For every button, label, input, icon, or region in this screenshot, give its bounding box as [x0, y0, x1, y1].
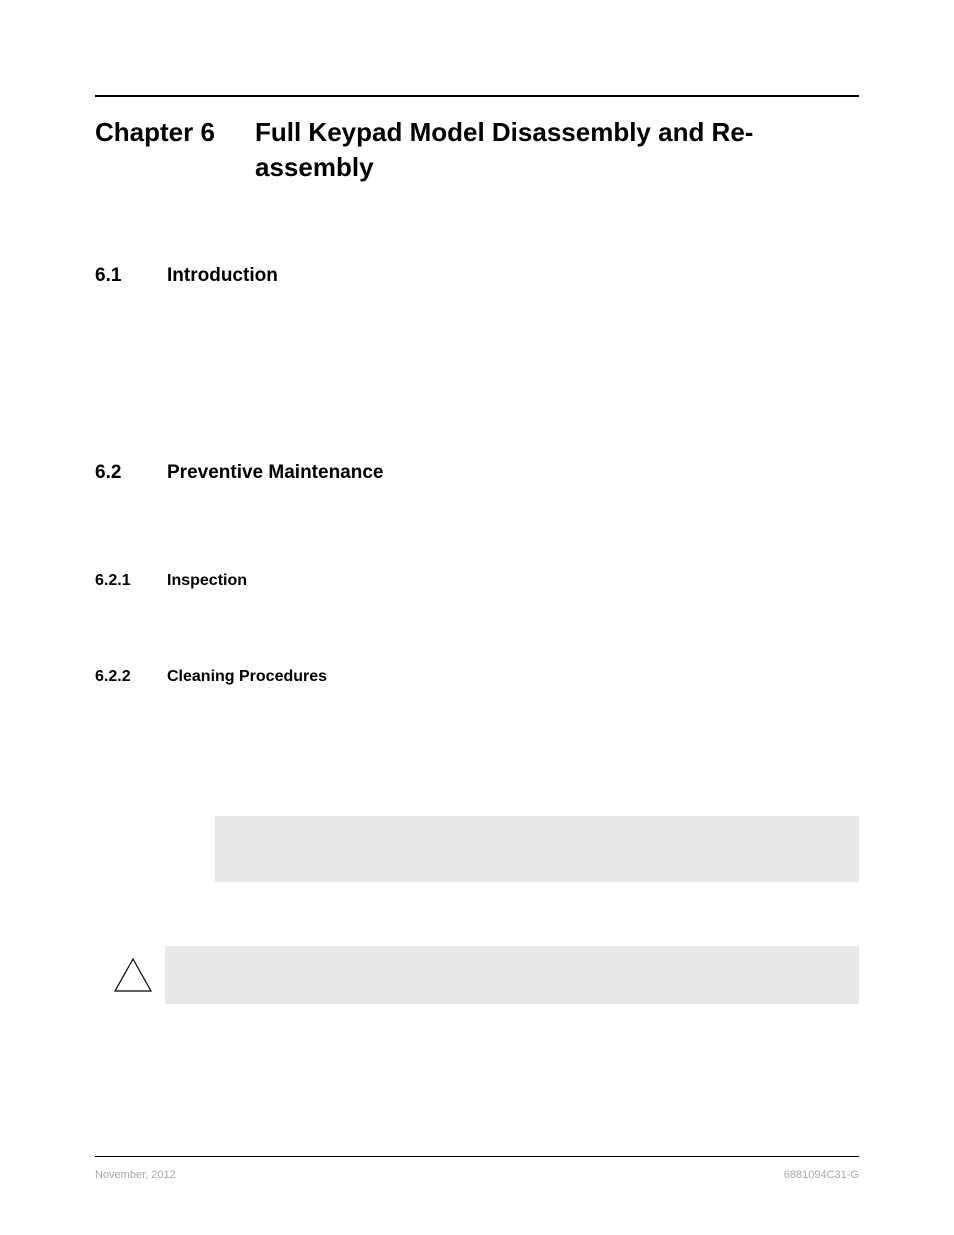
section-6-2-1: 6.2.1 Inspection	[95, 572, 859, 590]
spacer	[95, 686, 859, 816]
section-6-1: 6.1 Introduction	[95, 265, 859, 287]
section-title: Introduction	[167, 265, 278, 287]
chapter-number: Chapter 6	[95, 115, 255, 150]
page-footer: November, 2012 6881094C31-G	[95, 1169, 859, 1181]
section-number: 6.2.2	[95, 668, 167, 686]
caution-row	[113, 946, 859, 1004]
section-6-2-2: 6.2.2 Cleaning Procedures	[95, 668, 859, 686]
spacer	[95, 484, 859, 572]
section-6-2: 6.2 Preventive Maintenance	[95, 462, 859, 484]
bottom-rule	[95, 1156, 859, 1157]
spacer	[95, 287, 859, 462]
warning-triangle-icon	[113, 957, 153, 993]
caution-block	[165, 946, 859, 1004]
section-title: Preventive Maintenance	[167, 462, 383, 484]
section-title: Cleaning Procedures	[167, 668, 327, 686]
note-block	[215, 816, 859, 882]
section-number: 6.2.1	[95, 572, 167, 590]
page: Chapter 6 Full Keypad Model Disassembly …	[0, 0, 954, 1235]
section-number: 6.2	[95, 462, 167, 484]
footer-left: November, 2012	[95, 1169, 176, 1181]
section-number: 6.1	[95, 265, 167, 287]
footer-right: 6881094C31-G	[784, 1169, 859, 1181]
top-rule	[95, 95, 859, 97]
section-title: Inspection	[167, 572, 247, 590]
spacer	[95, 882, 859, 946]
chapter-title: Full Keypad Model Disassembly and Re-ass…	[255, 115, 859, 185]
spacer	[95, 590, 859, 668]
chapter-heading: Chapter 6 Full Keypad Model Disassembly …	[95, 115, 859, 185]
caution-icon-cell	[113, 946, 165, 1004]
